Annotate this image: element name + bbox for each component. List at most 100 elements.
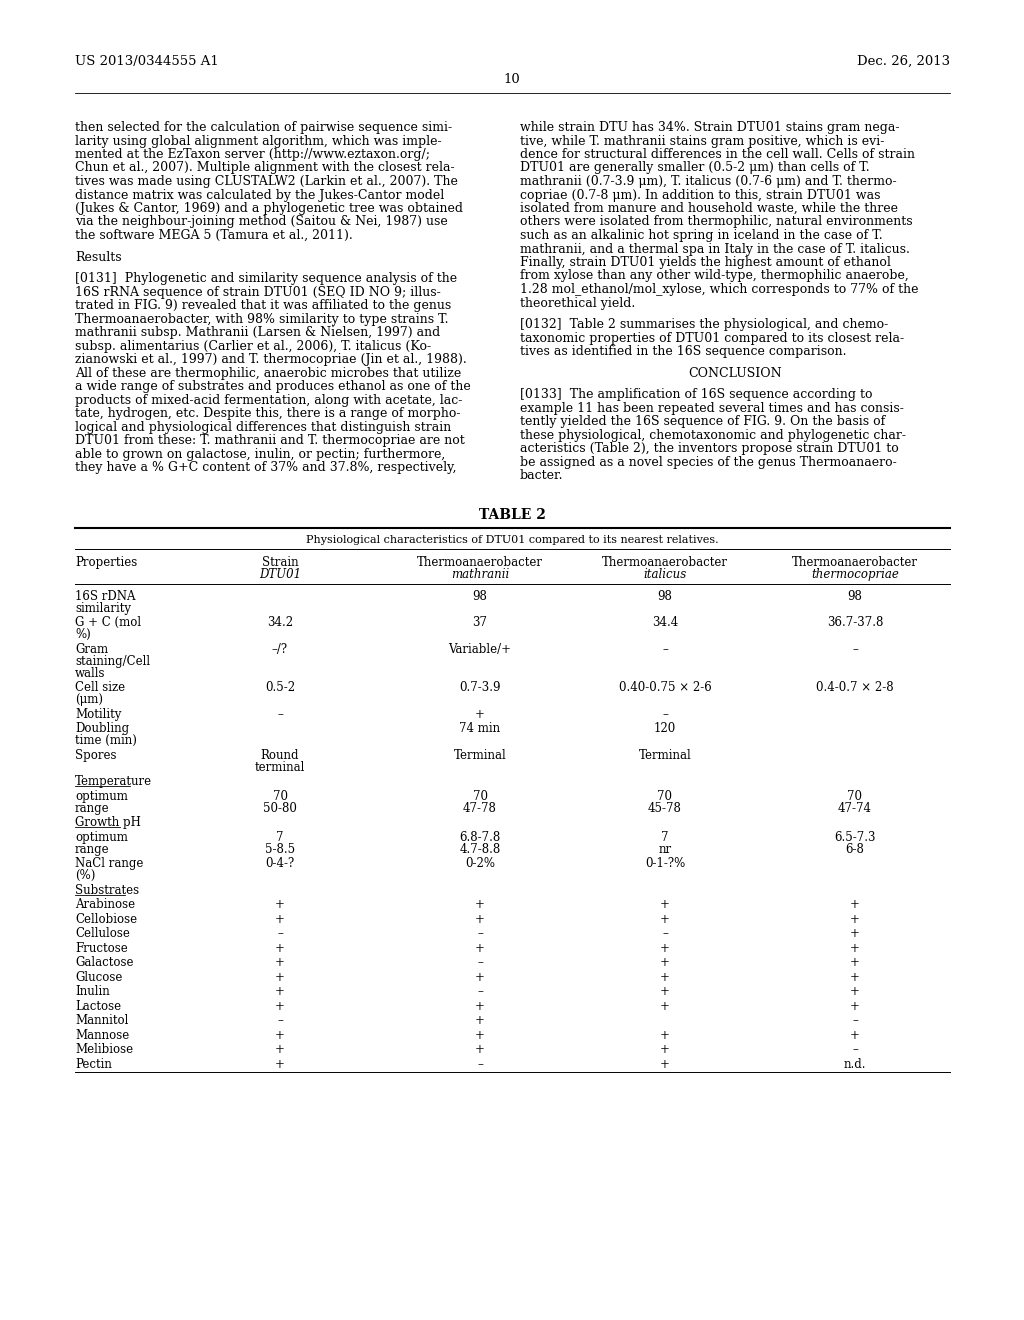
Text: logical and physiological differences that distinguish strain: logical and physiological differences th… — [75, 421, 452, 434]
Text: mathranii (0.7-3.9 μm), T. italicus (0.7-6 μm) and T. thermo-: mathranii (0.7-3.9 μm), T. italicus (0.7… — [520, 176, 897, 187]
Text: Arabinose: Arabinose — [75, 899, 135, 911]
Text: trated in FIG. 9) revealed that it was affiliated to the genus: trated in FIG. 9) revealed that it was a… — [75, 300, 452, 313]
Text: +: + — [275, 985, 285, 998]
Text: 6-8: 6-8 — [846, 842, 864, 855]
Text: 36.7-37.8: 36.7-37.8 — [826, 616, 883, 630]
Text: 70: 70 — [848, 789, 862, 803]
Text: bacter.: bacter. — [520, 470, 563, 482]
Text: –: – — [477, 1057, 483, 1071]
Text: %): %) — [75, 628, 91, 642]
Text: All of these are thermophilic, anaerobic microbes that utilize: All of these are thermophilic, anaerobic… — [75, 367, 461, 380]
Text: NaCl range: NaCl range — [75, 857, 143, 870]
Text: mathranii, and a thermal spa in Italy in the case of T. italicus.: mathranii, and a thermal spa in Italy in… — [520, 243, 910, 256]
Text: DTU01 from these: T. mathranii and T. thermocopriae are not: DTU01 from these: T. mathranii and T. th… — [75, 434, 465, 447]
Text: walls: walls — [75, 667, 105, 680]
Text: +: + — [660, 899, 670, 911]
Text: –: – — [852, 643, 858, 656]
Text: others were isolated from thermophilic, natural environments: others were isolated from thermophilic, … — [520, 215, 912, 228]
Text: zianowski et al., 1997) and T. thermocopriae (Jin et al., 1988).: zianowski et al., 1997) and T. thermocop… — [75, 354, 467, 366]
Text: –: – — [852, 1014, 858, 1027]
Text: +: + — [275, 899, 285, 911]
Text: able to grown on galactose, inulin, or pectin; furthermore,: able to grown on galactose, inulin, or p… — [75, 447, 445, 461]
Text: mented at the EzTaxon server (http://www.eztaxon.org/;: mented at the EzTaxon server (http://www… — [75, 148, 430, 161]
Text: –: – — [663, 708, 668, 721]
Text: example 11 has been repeated several times and has consis-: example 11 has been repeated several tim… — [520, 401, 904, 414]
Text: [0132]  Table 2 summarises the physiological, and chemo-: [0132] Table 2 summarises the physiologi… — [520, 318, 888, 331]
Text: be assigned as a novel species of the genus Thermoanaero-: be assigned as a novel species of the ge… — [520, 455, 897, 469]
Text: a wide range of substrates and produces ethanol as one of the: a wide range of substrates and produces … — [75, 380, 471, 393]
Text: mathranii subsp. Mathranii (Larsen & Nielsen, 1997) and: mathranii subsp. Mathranii (Larsen & Nie… — [75, 326, 440, 339]
Text: via the neighbour-joining method (Saitou & Nei, 1987) use: via the neighbour-joining method (Saitou… — [75, 215, 447, 228]
Text: G + C (mol: G + C (mol — [75, 616, 141, 630]
Text: Pectin: Pectin — [75, 1057, 112, 1071]
Text: TABLE 2: TABLE 2 — [478, 508, 546, 521]
Text: +: + — [275, 970, 285, 983]
Text: while strain DTU has 34%. Strain DTU01 stains gram nega-: while strain DTU has 34%. Strain DTU01 s… — [520, 121, 899, 135]
Text: 4.7-8.8: 4.7-8.8 — [460, 842, 501, 855]
Text: +: + — [660, 1028, 670, 1041]
Text: 47-78: 47-78 — [463, 801, 497, 814]
Text: +: + — [275, 1028, 285, 1041]
Text: n.d.: n.d. — [844, 1057, 866, 1071]
Text: optimum: optimum — [75, 830, 128, 843]
Text: –: – — [278, 928, 283, 940]
Text: +: + — [475, 1043, 485, 1056]
Text: –: – — [477, 928, 483, 940]
Text: dence for structural differences in the cell wall. Cells of strain: dence for structural differences in the … — [520, 148, 915, 161]
Text: Galactose: Galactose — [75, 956, 133, 969]
Text: Fructose: Fructose — [75, 941, 128, 954]
Text: Cellobiose: Cellobiose — [75, 913, 137, 925]
Text: 16S rRNA sequence of strain DTU01 (SEQ ID NO 9; illus-: 16S rRNA sequence of strain DTU01 (SEQ I… — [75, 285, 440, 298]
Text: –: – — [477, 985, 483, 998]
Text: +: + — [275, 999, 285, 1012]
Text: 5-8.5: 5-8.5 — [265, 842, 295, 855]
Text: –: – — [663, 643, 668, 656]
Text: Properties: Properties — [75, 556, 137, 569]
Text: 120: 120 — [654, 722, 676, 735]
Text: Motility: Motility — [75, 708, 122, 721]
Text: range: range — [75, 801, 110, 814]
Text: –: – — [852, 1043, 858, 1056]
Text: +: + — [660, 941, 670, 954]
Text: 34.4: 34.4 — [652, 616, 678, 630]
Text: Round: Round — [261, 748, 299, 762]
Text: –/?: –/? — [272, 643, 288, 656]
Text: 98: 98 — [848, 590, 862, 603]
Text: tate, hydrogen, etc. Despite this, there is a range of morpho-: tate, hydrogen, etc. Despite this, there… — [75, 407, 461, 420]
Text: 16S rDNA: 16S rDNA — [75, 590, 135, 603]
Text: Growth pH: Growth pH — [75, 816, 141, 829]
Text: 74 min: 74 min — [460, 722, 501, 735]
Text: 0-4-?: 0-4-? — [265, 857, 295, 870]
Text: +: + — [660, 913, 670, 925]
Text: Results: Results — [75, 251, 122, 264]
Text: tently yielded the 16S sequence of FIG. 9. On the basis of: tently yielded the 16S sequence of FIG. … — [520, 416, 886, 428]
Text: mathranii: mathranii — [451, 569, 509, 581]
Text: tives was made using CLUSTALW2 (Larkin et al., 2007). The: tives was made using CLUSTALW2 (Larkin e… — [75, 176, 458, 187]
Text: –: – — [278, 1014, 283, 1027]
Text: copriae (0.7-8 μm). In addition to this, strain DTU01 was: copriae (0.7-8 μm). In addition to this,… — [520, 189, 881, 202]
Text: Terminal: Terminal — [454, 748, 507, 762]
Text: tive, while T. mathranii stains gram positive, which is evi-: tive, while T. mathranii stains gram pos… — [520, 135, 885, 148]
Text: DTU01: DTU01 — [259, 569, 301, 581]
Text: +: + — [475, 941, 485, 954]
Text: 37: 37 — [472, 616, 487, 630]
Text: Temperature: Temperature — [75, 775, 153, 788]
Text: time (min): time (min) — [75, 734, 137, 747]
Text: products of mixed-acid fermentation, along with acetate, lac-: products of mixed-acid fermentation, alo… — [75, 393, 463, 407]
Text: isolated from manure and household waste, while the three: isolated from manure and household waste… — [520, 202, 898, 215]
Text: such as an alkalinic hot spring in iceland in the case of T.: such as an alkalinic hot spring in icela… — [520, 228, 883, 242]
Text: Terminal: Terminal — [639, 748, 691, 762]
Text: optimum: optimum — [75, 789, 128, 803]
Text: Melibiose: Melibiose — [75, 1043, 133, 1056]
Text: (%): (%) — [75, 870, 95, 882]
Text: [0131]  Phylogenetic and similarity sequence analysis of the: [0131] Phylogenetic and similarity seque… — [75, 272, 457, 285]
Text: 7: 7 — [276, 830, 284, 843]
Text: +: + — [275, 1057, 285, 1071]
Text: Gram: Gram — [75, 643, 109, 656]
Text: 98: 98 — [472, 590, 487, 603]
Text: 50-80: 50-80 — [263, 801, 297, 814]
Text: 70: 70 — [472, 789, 487, 803]
Text: +: + — [475, 970, 485, 983]
Text: +: + — [660, 1043, 670, 1056]
Text: Chun et al., 2007). Multiple alignment with the closest rela-: Chun et al., 2007). Multiple alignment w… — [75, 161, 455, 174]
